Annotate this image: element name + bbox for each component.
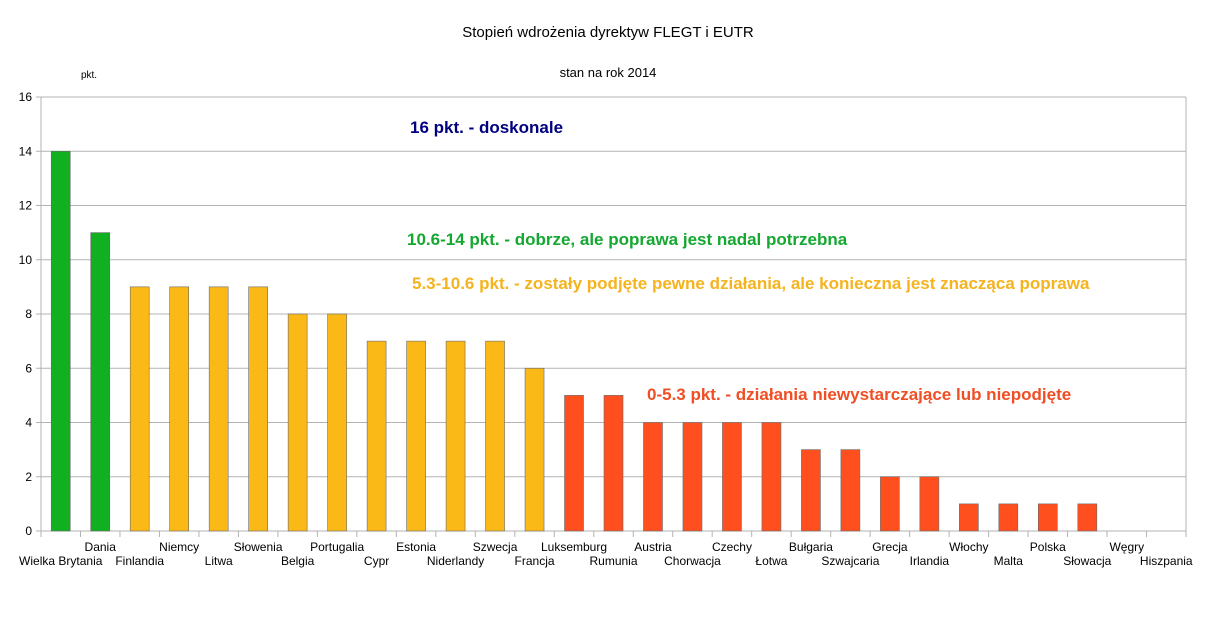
bar [998, 503, 1019, 532]
x-tick-label: Polska [1030, 540, 1066, 554]
y-tick-label: 16 [19, 90, 33, 104]
x-tick-label: Niderlandy [427, 554, 484, 568]
x-tick-label: Słowenia [234, 540, 283, 554]
x-tick-label: Szwajcaria [821, 554, 879, 568]
chart-title: Stopień wdrożenia dyrektyw FLEGT i EUTR [462, 24, 754, 41]
bar [327, 313, 347, 532]
x-tick-label: Łotwa [755, 554, 787, 568]
bar [208, 286, 229, 532]
bar [129, 286, 150, 532]
y-axis-label: pkt. [81, 70, 97, 81]
bar [919, 476, 940, 532]
x-tick-label: Niemcy [159, 540, 199, 554]
bar [169, 286, 189, 532]
x-tick-label: Chorwacja [664, 554, 721, 568]
bar [603, 395, 624, 532]
bar [50, 150, 71, 532]
x-tick-label: Słowacja [1063, 554, 1111, 568]
x-tick-label: Bułgaria [789, 540, 833, 554]
y-tick-labels: 0 2 4 6 8 10 12 14 16 [19, 90, 33, 538]
bar [366, 340, 387, 532]
x-tick-label: Szwecja [473, 540, 518, 554]
bar [406, 340, 426, 532]
x-tick-label: Wielka Brytania [19, 554, 103, 568]
bar [643, 422, 663, 532]
bar [722, 422, 742, 532]
bar [959, 503, 979, 532]
x-tick-label: Cypr [364, 554, 389, 568]
x-tick-label: Luksemburg [541, 540, 607, 554]
y-tick-label: 0 [25, 524, 32, 538]
x-tick-label: Hiszpania [1140, 554, 1193, 568]
y-tick-label: 4 [25, 416, 32, 430]
y-tick-label: 6 [25, 361, 32, 375]
x-tick-label: Belgia [281, 554, 315, 568]
x-tick-label: Węgry [1109, 540, 1144, 554]
y-tick-label: 8 [25, 307, 32, 321]
x-tick-label: Malta [994, 554, 1024, 568]
chart-subtitle: stan na rok 2014 [560, 65, 657, 80]
bar [90, 232, 111, 532]
bar [287, 313, 308, 532]
bar [1077, 503, 1098, 532]
x-tick-label: Finlandia [115, 554, 164, 568]
annotation-some-action: 5.3-10.6 pkt. - zostały podjęte pewne dz… [412, 274, 1090, 293]
annotation-insufficient: 0-5.3 pkt. - działania niewystarczające … [647, 385, 1071, 404]
x-tick-label: Grecja [872, 540, 908, 554]
x-tick-marks [40, 531, 1187, 537]
x-tick-label: Francja [515, 554, 555, 568]
y-tick-label: 10 [19, 253, 33, 267]
y-tick-label: 14 [19, 144, 33, 158]
bar [564, 395, 584, 532]
bar [248, 286, 268, 532]
x-tick-label: Litwa [205, 554, 233, 568]
annotation-good: 10.6-14 pkt. - dobrze, ale poprawa jest … [407, 230, 848, 249]
x-tick-label: Włochy [949, 540, 988, 554]
x-tick-label: Rumunia [589, 554, 637, 568]
bar [761, 422, 782, 532]
x-tick-label: Portugalia [310, 540, 364, 554]
bar [485, 340, 505, 532]
y-tick-label: 12 [19, 199, 33, 213]
x-tick-label: Austria [634, 540, 672, 554]
x-tick-label: Estonia [396, 540, 436, 554]
bar [840, 449, 861, 532]
bar [445, 340, 466, 532]
bar [880, 476, 900, 532]
x-tick-label: Irlandia [910, 554, 950, 568]
bars [50, 150, 1098, 532]
y-tick-label: 2 [25, 470, 32, 484]
bar [801, 449, 821, 532]
x-tick-label: Czechy [712, 540, 752, 554]
annotation-excellent: 16 pkt. - doskonale [410, 118, 563, 137]
x-tick-label: Dania [85, 540, 117, 554]
bar [524, 367, 545, 532]
bar [1038, 503, 1058, 532]
bar [682, 422, 703, 532]
